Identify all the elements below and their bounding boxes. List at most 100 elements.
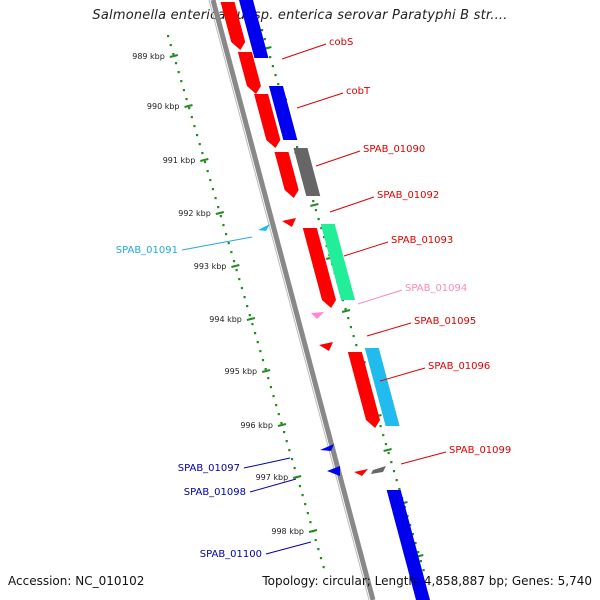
ruler-dot — [206, 170, 209, 173]
gene-label-cobt[interactable]: cobT — [346, 86, 371, 97]
gene-labels[interactable]: cobS cobT SPAB_01090 SPAB_01092 SPAB_01093 SP… — [116, 37, 512, 560]
ruler-dot — [219, 215, 222, 218]
feature-spab01098[interactable] — [327, 466, 340, 476]
gene-label-spab_01098[interactable]: SPAB_01098 — [184, 487, 246, 498]
ruler-dot — [298, 485, 302, 488]
ruler-dot — [177, 71, 180, 74]
outer-dot — [422, 569, 425, 572]
leader-spab_01100 — [265, 541, 312, 555]
gene-label-spab_01095[interactable]: SPAB_01095 — [414, 316, 476, 327]
outer-dot — [409, 524, 412, 527]
gene-features[interactable] — [220, 0, 430, 600]
feature-spab01091[interactable] — [258, 224, 270, 231]
gene-label-spab_01092[interactable]: SPAB_01092 — [377, 190, 439, 201]
gene-label-spab_01099[interactable]: SPAB_01099 — [449, 445, 511, 456]
ruler-dot — [227, 242, 230, 245]
gene-label-spab_01091[interactable]: SPAB_01091 — [116, 245, 178, 256]
ruler-dot — [288, 449, 291, 452]
outer-dot — [417, 551, 420, 554]
outer-dot — [263, 38, 266, 41]
feature-spab01094[interactable] — [311, 312, 324, 319]
ruler-dot — [174, 62, 178, 65]
ruler-dot — [261, 359, 265, 362]
ruler-dot — [211, 188, 215, 191]
feature-spab01096-red[interactable] — [347, 352, 380, 428]
outer-dot — [314, 209, 318, 212]
feature-cobT-red[interactable] — [237, 52, 261, 94]
outer-dot — [295, 146, 299, 149]
ruler-tick — [231, 264, 240, 268]
feature-spab01092-small[interactable] — [282, 218, 296, 227]
feature-spab01100-blue[interactable] — [386, 490, 430, 600]
ruler-tick-label: 991 kbp — [163, 156, 196, 165]
feature-spab01090-gray[interactable] — [293, 148, 321, 196]
ruler-tick-label: 994 kbp — [209, 315, 242, 324]
leader-spab_01090 — [315, 150, 361, 167]
outer-dot — [352, 335, 355, 338]
ruler-tick-label: 989 kbp — [132, 52, 165, 61]
outer-tick — [383, 448, 392, 452]
ruler-dot — [246, 305, 249, 308]
ruler-dot — [319, 557, 323, 560]
feature-cobS-blue[interactable] — [239, 0, 269, 58]
outer-dot — [261, 29, 264, 32]
ruler-dot — [209, 179, 212, 182]
outer-dot — [379, 425, 382, 428]
backbone-line — [210, 0, 376, 600]
ruler-dot — [240, 287, 244, 290]
feature-spab01093-green[interactable] — [320, 224, 355, 300]
gene-label-spab_01093[interactable]: SPAB_01093 — [391, 235, 453, 246]
feature-spab01097[interactable] — [320, 444, 334, 451]
ruler-tick-label: 997 kbp — [256, 473, 289, 482]
outer-dot — [390, 461, 393, 464]
gene-label-spab_01097[interactable]: SPAB_01097 — [178, 463, 240, 474]
feature-spab01090-red[interactable] — [254, 94, 281, 148]
ruler-dot — [277, 413, 280, 416]
feature-spab01096-cyan[interactable] — [364, 348, 400, 426]
outer-dot — [419, 560, 423, 563]
ruler-tick-label: 998 kbp — [271, 527, 304, 536]
feature-spab01092-red[interactable] — [274, 152, 299, 198]
outer-dot — [355, 344, 358, 347]
feature-spab01099-gray[interactable] — [371, 466, 386, 474]
ruler-tick — [246, 317, 256, 321]
outer-dot — [387, 452, 390, 455]
outer-dot — [322, 236, 326, 239]
ruler-dot — [198, 143, 201, 146]
gene-label-cobs[interactable]: cobS — [329, 37, 353, 48]
feature-cobS-red[interactable] — [220, 2, 246, 50]
gene-label-spab_01090[interactable]: SPAB_01090 — [363, 144, 425, 155]
ruler-tick — [215, 211, 225, 215]
outer-dot — [384, 443, 388, 446]
feature-cobT-blue[interactable] — [268, 86, 298, 140]
ruler-tick-label: 990 kbp — [147, 102, 180, 111]
ruler-dot — [182, 89, 186, 92]
leader-spab_01093 — [343, 241, 389, 257]
ruler-tick-label: 992 kbp — [178, 209, 211, 218]
outer-dot — [344, 308, 347, 311]
ruler-tick — [184, 104, 193, 108]
ruler-tick — [261, 369, 271, 373]
feature-spab01099-red[interactable] — [354, 469, 368, 476]
outer-dot — [395, 479, 398, 482]
gene-label-spab_01096[interactable]: SPAB_01096 — [428, 361, 490, 372]
genome-summary: Topology: circular; Length: 4,858,887 bp… — [262, 574, 592, 588]
ruler-dot — [282, 431, 286, 434]
gene-label-spab_01100[interactable]: SPAB_01100 — [200, 549, 262, 560]
outer-dot — [320, 227, 323, 230]
ruler-dot — [230, 251, 233, 254]
ruler-dot — [188, 107, 191, 110]
feature-spab01093-red[interactable] — [302, 228, 336, 308]
ruler-dot — [267, 377, 270, 380]
ruler-dot — [251, 323, 254, 326]
gene-label-spab_01094[interactable]: SPAB_01094 — [405, 283, 467, 294]
outer-dot — [341, 299, 344, 302]
ruler-dot — [272, 395, 275, 398]
ruler-dot — [217, 206, 220, 209]
feature-spab01095[interactable] — [319, 342, 333, 351]
ruler-dot — [306, 512, 309, 515]
ruler-tick-label: 993 kbp — [194, 262, 227, 271]
leader-spab_01091 — [181, 236, 253, 251]
ruler-tick — [292, 475, 302, 479]
